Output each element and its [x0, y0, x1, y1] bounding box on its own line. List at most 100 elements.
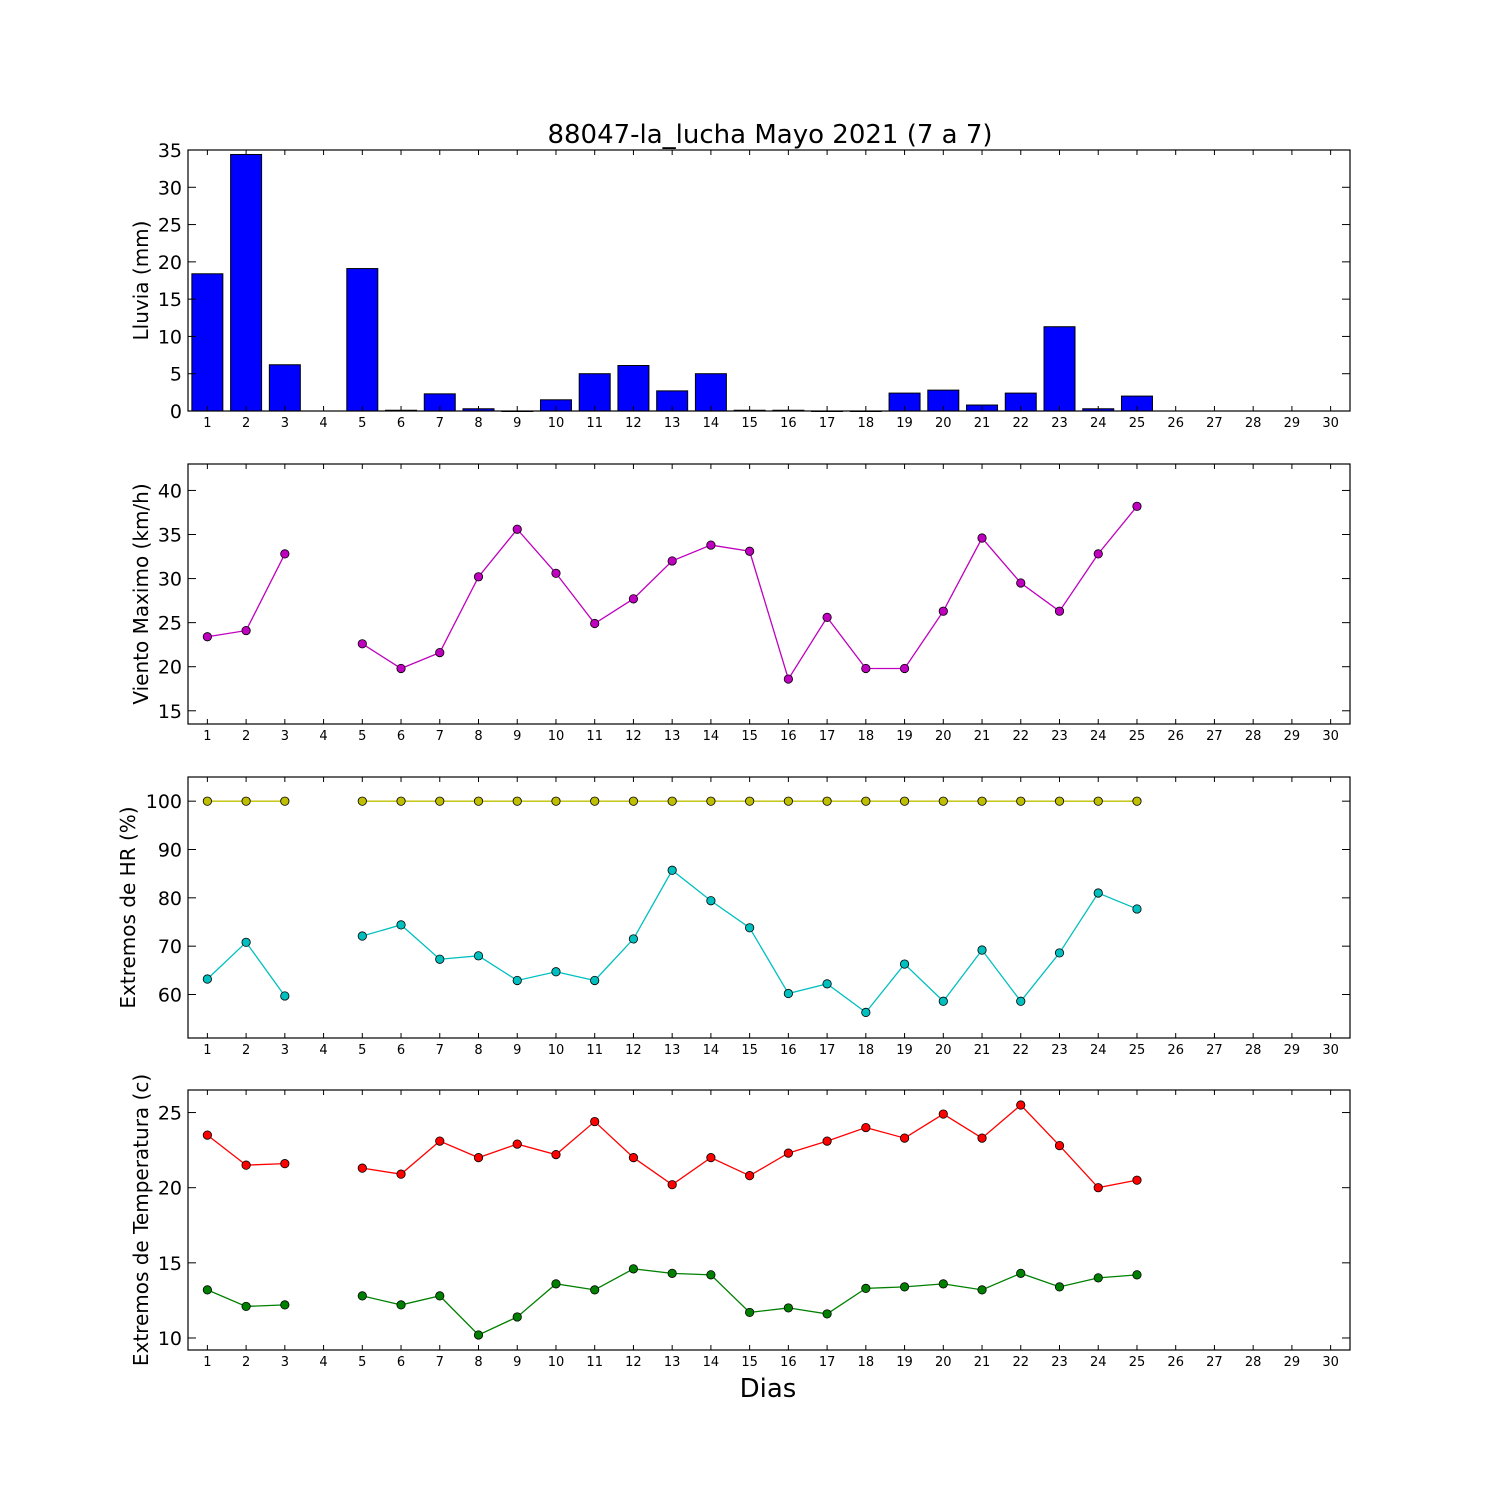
x-tick-label: 27	[1206, 416, 1223, 431]
series-1-point-day-24	[1093, 549, 1103, 559]
x-tick-label: 5	[358, 729, 366, 744]
bar-day-23	[1043, 326, 1076, 412]
series-2-point-day-16	[783, 988, 793, 999]
bar-day-14	[694, 373, 727, 412]
series-1-point-day-16	[783, 796, 793, 806]
series-1-point-day-17	[822, 796, 832, 806]
series-2-point-day-17	[822, 1309, 832, 1319]
x-tick-label: 12	[625, 1043, 642, 1058]
x-tick-label: 16	[780, 729, 797, 744]
x-tick-label: 11	[586, 1043, 603, 1058]
series-1-point-day-19	[899, 663, 910, 674]
x-tick-label: 16	[780, 416, 797, 431]
series-1-point-day-24	[1093, 1183, 1103, 1193]
x-tick-label: 12	[625, 416, 642, 431]
x-tick-label: 29	[1284, 1043, 1301, 1058]
x-tick-label: 10	[548, 729, 565, 744]
x-tick-label: 26	[1167, 1043, 1184, 1058]
series-1-point-day-1	[202, 1130, 212, 1140]
x-tick-label: 17	[819, 729, 836, 744]
series-2-point-day-17	[822, 979, 832, 989]
x-tick-label: 2	[242, 1355, 250, 1370]
x-tick-label: 15	[741, 1355, 758, 1370]
x-tick-label: 18	[858, 729, 875, 744]
series-2-point-day-14	[706, 1270, 716, 1280]
series-2-point-day-3	[280, 991, 290, 1001]
series-1-point-day-18	[861, 663, 871, 674]
series-2-point-day-25	[1132, 1270, 1142, 1280]
bar-day-1	[191, 273, 224, 412]
panel-4: 1 2 3 4 5 6 7 8 9 10 11 12 13 14 15 16 17 18 19 20 21 22 23 24 2…	[129, 1074, 1351, 1370]
x-tick-label: 13	[664, 416, 681, 431]
series-1-point-day-8	[473, 572, 484, 582]
y-tick-label: 15	[158, 701, 182, 723]
series-1-point-day-21	[977, 1133, 987, 1143]
bar-day-2	[230, 153, 263, 412]
x-tick-label: 15	[741, 729, 758, 744]
series-1-point-day-9	[512, 1139, 522, 1149]
x-tick-label: 29	[1284, 416, 1301, 431]
x-tick-label: 24	[1090, 1355, 1107, 1370]
x-tick-label: 28	[1245, 1355, 1262, 1370]
x-tick-label: 13	[664, 1355, 681, 1370]
x-tick-label: 2	[242, 416, 250, 431]
x-tick-label: 5	[358, 416, 366, 431]
series-1-point-day-16	[783, 1148, 793, 1158]
series-1-point-day-11	[590, 1116, 600, 1127]
series-2-point-day-18	[861, 1283, 871, 1293]
x-tick-label: 30	[1322, 729, 1339, 744]
series-1-point-day-8	[473, 796, 484, 806]
x-tick-label: 14	[703, 1043, 720, 1058]
y-axis-label: Viento Maximo (km/h)	[129, 483, 153, 704]
series-2-point-day-6	[396, 920, 406, 930]
x-tick-label: 12	[625, 1355, 642, 1370]
y-tick-label: 90	[158, 840, 182, 862]
series-1-point-day-20	[938, 796, 948, 806]
series-2-point-day-2	[241, 937, 251, 947]
x-tick-label: 26	[1167, 1355, 1184, 1370]
panel-2: 1 2 3 4 5 6 7 8 9 10 11 12 13 14 15 16 17 18 19 20 21 22 23 24 2…	[129, 463, 1351, 744]
series-1-point-day-9	[512, 524, 522, 534]
series-1-point-day-10	[551, 796, 561, 806]
panel-1: 1 2 3 4 5 6 7 8 9 10 11 12 13 14 15 16 17 18 19 20 21 22 23 24 2…	[129, 140, 1351, 431]
series-2-point-day-16	[783, 1303, 793, 1313]
y-tick-label: 30	[158, 177, 182, 199]
x-tick-label: 7	[436, 416, 444, 431]
y-axis-label: Extremos de HR (%)	[116, 806, 140, 1008]
series-1-point-day-15	[745, 1171, 755, 1181]
x-tick-label: 4	[319, 729, 327, 744]
series-1-point-day-2	[241, 625, 251, 636]
series-1-point-day-1	[202, 796, 212, 806]
x-tick-label: 2	[242, 729, 250, 744]
x-tick-label: 6	[397, 729, 405, 744]
x-tick-label: 13	[664, 1043, 681, 1058]
x-tick-label: 3	[281, 416, 289, 431]
series-1-point-day-22	[1016, 796, 1026, 806]
series-2-point-day-9	[512, 975, 522, 986]
y-tick-label: 15	[158, 1253, 182, 1275]
x-tick-label: 20	[935, 1043, 952, 1058]
x-tick-label: 13	[664, 729, 681, 744]
y-tick-label: 40	[158, 480, 182, 502]
x-tick-label: 23	[1051, 1043, 1068, 1058]
x-tick-label: 14	[703, 416, 720, 431]
x-tick-label: 4	[319, 1355, 327, 1370]
series-1-point-day-19	[899, 796, 910, 806]
series-1-point-day-23	[1054, 606, 1065, 616]
series-1-point-day-5	[357, 639, 367, 649]
x-tick-label: 2	[242, 1043, 250, 1058]
x-tick-label: 25	[1129, 1043, 1146, 1058]
x-tick-label: 27	[1206, 1355, 1223, 1370]
series-1-point-day-5	[357, 796, 367, 806]
series-2-point-day-21	[977, 945, 987, 955]
series-1-point-day-20	[938, 1109, 948, 1119]
x-tick-label: 16	[780, 1043, 797, 1058]
series-1-point-day-25	[1132, 796, 1142, 806]
y-tick-label: 35	[158, 140, 182, 162]
x-tick-label: 3	[281, 1043, 289, 1058]
x-tick-label: 23	[1051, 729, 1068, 744]
panel-3: 1 2 3 4 5 6 7 8 9 10 11 12 13 14 15 16 17 18 19 20 21 22 23 24 2…	[116, 776, 1351, 1058]
x-tick-label: 22	[1012, 1355, 1029, 1370]
x-tick-label: 20	[935, 416, 952, 431]
